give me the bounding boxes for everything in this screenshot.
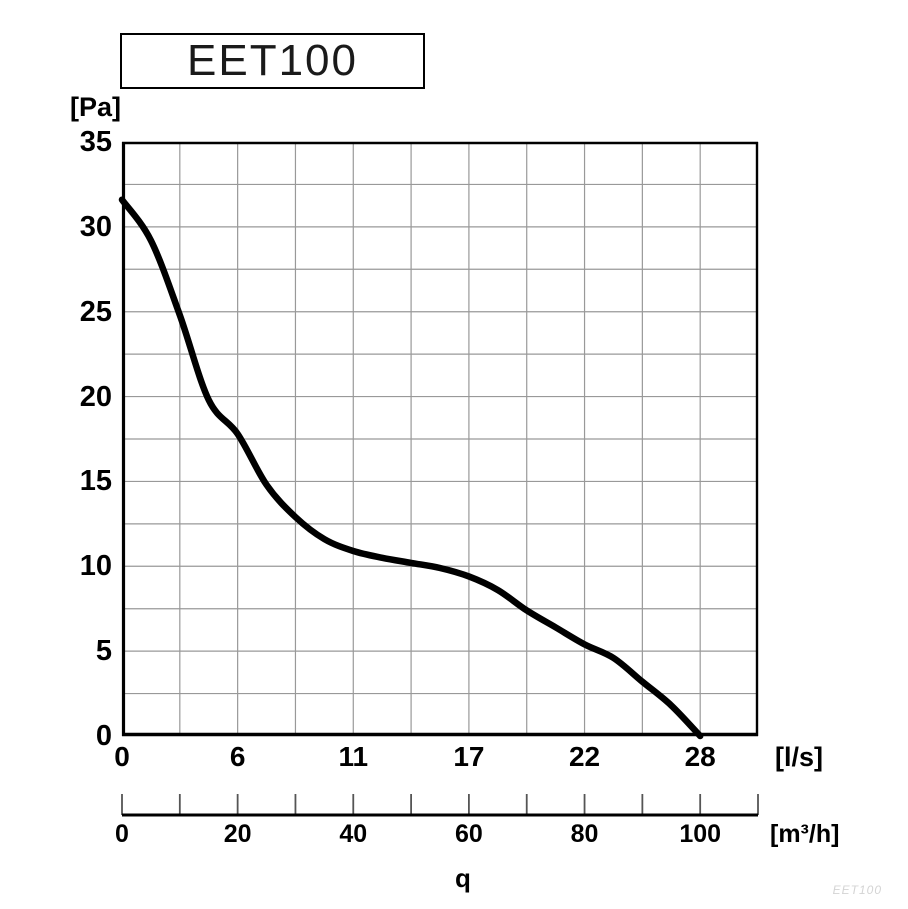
x-tick-label-17: 17 [453, 741, 485, 772]
y-tick-label-10: 10 [79, 550, 112, 583]
chart-title-box: EET100 [120, 33, 425, 89]
x-tick-label-6: 6 [229, 741, 246, 772]
chart-title: EET100 [187, 36, 358, 85]
y-tick-label-15: 15 [79, 465, 112, 498]
y-tick-label-0: 0 [95, 720, 112, 752]
secondary-tick-label-40: 40 [339, 820, 368, 848]
x-tick-label-28: 28 [684, 741, 716, 772]
x-tick-label-0: 0 [114, 741, 130, 772]
y-tick-label-30: 30 [79, 210, 112, 243]
fan-curve [118, 196, 704, 740]
y-tick-label-5: 5 [95, 635, 112, 668]
y-tick-label-35: 35 [79, 126, 112, 158]
secondary-axis-unit-label: [m³/h] [770, 820, 840, 848]
x-tick-label-22: 22 [568, 741, 601, 772]
secondary-tick-label-100: 100 [679, 820, 722, 848]
x-tick-label-11: 11 [338, 741, 369, 772]
secondary-tick-label-60: 60 [455, 820, 483, 848]
secondary-tick-label-20: 20 [223, 820, 252, 848]
secondary-tick-label-80: 80 [570, 820, 599, 848]
y-tick-label-20: 20 [79, 380, 112, 413]
y-axis-unit-label: [Pa] [70, 92, 122, 122]
secondary-tick-label-0: 0 [115, 820, 129, 848]
flow-axis-label: q [455, 863, 471, 893]
x-axis-unit-label: [l/s] [775, 742, 824, 772]
y-tick-label-25: 25 [79, 295, 112, 328]
watermark: EET100 [832, 883, 882, 897]
